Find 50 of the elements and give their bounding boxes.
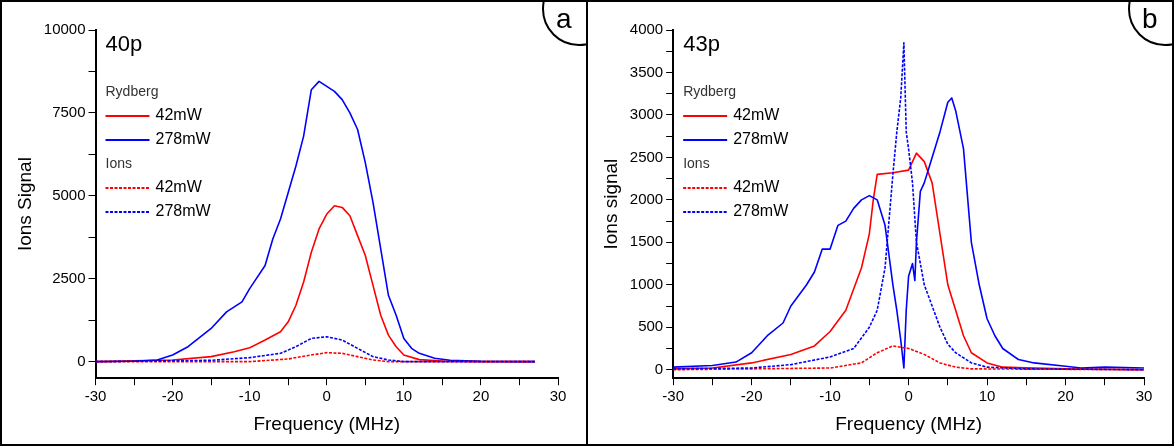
x-tick-label: 20 — [1057, 387, 1074, 405]
x-tick-label: 0 — [904, 387, 913, 405]
annotation: 40p — [105, 31, 143, 57]
y-axis-title: Ions signal — [599, 158, 621, 250]
y-tick-label: 0 — [654, 359, 664, 377]
x-tick-label: -10 — [238, 387, 261, 405]
annotation: Rydberg — [683, 82, 737, 99]
x-tick-label: 10 — [395, 387, 413, 405]
y-tick-label: 2500 — [52, 268, 86, 286]
legend-label: 42mW — [733, 178, 781, 196]
x-tick-label: -20 — [740, 387, 763, 405]
y-tick-label: 2000 — [629, 189, 664, 207]
legend-label: 278mW — [155, 130, 212, 148]
legend-label: 278mW — [733, 202, 790, 220]
annotation: a — [556, 3, 572, 34]
legend-label: 42mW — [155, 106, 203, 124]
panel-letter-badge: b — [1128, 2, 1172, 46]
x-tick-label: -10 — [819, 387, 841, 405]
y-tick-label: 500 — [638, 317, 664, 335]
legend-label: 42mW — [155, 178, 203, 196]
annotation: b — [1142, 3, 1158, 34]
y-tick-label: 3000 — [629, 105, 664, 123]
x-tick-label: 30 — [549, 387, 567, 405]
y-tick-label: 3500 — [629, 62, 664, 80]
y-tick-label: 5000 — [52, 185, 86, 203]
legend-label: 278mW — [155, 202, 212, 220]
y-tick-label: 1500 — [629, 232, 664, 250]
annotation: 43p — [683, 31, 720, 57]
x-tick-label: -30 — [662, 387, 685, 405]
x-tick-label: -30 — [84, 387, 107, 405]
annotation: Rydberg — [105, 82, 159, 99]
x-tick-label: -20 — [161, 387, 184, 405]
y-tick-label: 10000 — [43, 20, 86, 38]
y-tick-label: 7500 — [52, 103, 86, 121]
x-tick-label: 0 — [322, 387, 331, 405]
y-tick-label: 0 — [77, 351, 86, 369]
annotation: Ions — [105, 154, 132, 171]
y-tick-label: 1000 — [629, 274, 664, 292]
legend-label: 278mW — [733, 130, 790, 148]
panel-letter-badge: a — [542, 2, 586, 46]
x-tick-label: 10 — [978, 387, 996, 405]
annotation: Ions — [683, 154, 710, 171]
x-axis-title: Frequency (MHz) — [253, 412, 401, 434]
y-tick-label: 4000 — [629, 20, 664, 38]
x-axis-title: Frequency (MHz) — [835, 412, 982, 434]
y-axis-title: Ions Signal — [13, 157, 35, 252]
y-tick-label: 2500 — [629, 147, 664, 165]
x-tick-label: 20 — [472, 387, 490, 405]
legend-label: 42mW — [733, 106, 781, 124]
x-tick-label: 30 — [1135, 387, 1153, 405]
